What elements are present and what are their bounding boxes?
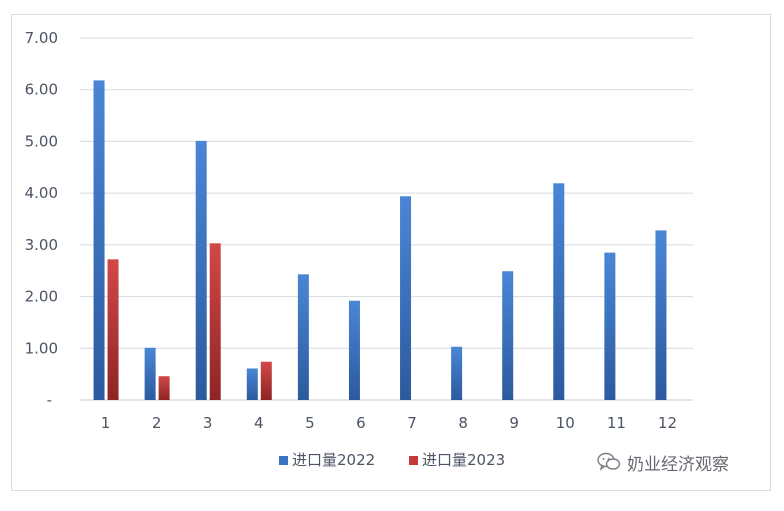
bar-2023 <box>209 243 221 400</box>
bar-2022 <box>195 140 207 400</box>
x-axis: 1 2 3 4 5 6 7 8 9 10 11 12 <box>101 414 677 432</box>
x-tick-label: 6 <box>356 414 366 432</box>
watermark: 奶业经济观察 <box>597 449 729 475</box>
x-tick-label: 2 <box>152 414 162 432</box>
y-tick-label: 3.00 <box>25 236 58 254</box>
x-tick-label: 4 <box>254 414 264 432</box>
x-tick-label: 5 <box>305 414 315 432</box>
gridlines <box>80 37 693 401</box>
y-tick-label: - <box>47 391 52 409</box>
bar-2022 <box>604 252 616 400</box>
legend: 进口量2022 进口量2023 <box>279 451 505 469</box>
x-tick-label: 7 <box>407 414 417 432</box>
bar-2022 <box>502 271 514 400</box>
x-tick-label: 12 <box>658 414 677 432</box>
y-tick-label: 7.00 <box>25 29 58 47</box>
bar-2022 <box>297 274 309 400</box>
chart-frame <box>11 14 771 491</box>
y-tick-label: 6.00 <box>25 81 58 99</box>
wechat-icon <box>597 452 621 471</box>
bar-2022 <box>144 347 156 400</box>
y-tick-label: 4.00 <box>25 184 58 202</box>
bars <box>93 80 667 401</box>
bar-2022 <box>451 346 463 400</box>
bar-2022 <box>246 368 258 400</box>
y-tick-label: 1.00 <box>25 339 58 357</box>
y-tick-label: 2.00 <box>25 288 58 306</box>
legend-label-2023: 进口量2023 <box>422 451 505 469</box>
x-tick-label: 9 <box>509 414 519 432</box>
watermark-text: 奶业经济观察 <box>627 454 729 475</box>
legend-swatch-2023 <box>409 456 418 465</box>
bar-2023 <box>107 259 119 400</box>
x-tick-label: 11 <box>607 414 626 432</box>
x-tick-label: 3 <box>203 414 213 432</box>
x-tick-label: 10 <box>556 414 575 432</box>
x-tick-label: 1 <box>101 414 111 432</box>
bar-2023 <box>158 376 170 400</box>
x-tick-label: 8 <box>458 414 468 432</box>
bar-2023 <box>260 361 272 400</box>
bar-2022 <box>655 230 667 400</box>
y-tick-label: 5.00 <box>25 132 58 150</box>
bar-2022 <box>553 183 565 400</box>
bar-2022 <box>348 300 360 400</box>
legend-label-2022: 进口量2022 <box>292 451 375 469</box>
legend-swatch-2022 <box>279 456 288 465</box>
bar-2022 <box>93 80 105 401</box>
y-axis: - 1.00 2.00 3.00 4.00 5.00 6.00 7.00 <box>25 29 58 409</box>
bar-2022 <box>400 196 412 400</box>
